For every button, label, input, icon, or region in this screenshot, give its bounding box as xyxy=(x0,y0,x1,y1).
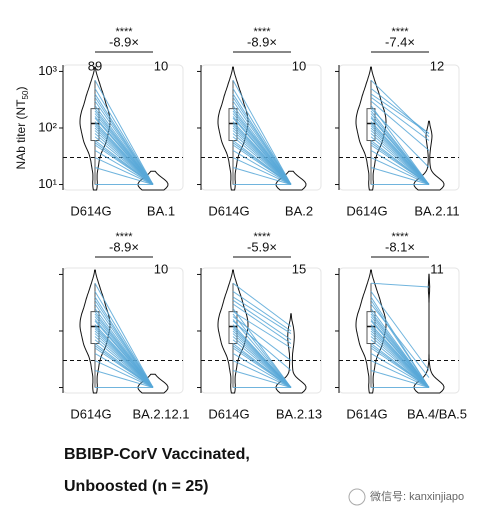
significance: **** xyxy=(253,26,271,38)
fold-change: -8.9× xyxy=(109,34,139,49)
pair-line xyxy=(370,167,430,186)
pair-line xyxy=(232,282,292,327)
pair-line xyxy=(370,157,430,185)
pair-line xyxy=(94,360,154,388)
pair-line xyxy=(370,88,430,134)
x-tick-label: BA.2.13 xyxy=(276,406,322,421)
significance: **** xyxy=(253,231,271,243)
x-tick-label: D614G xyxy=(208,406,249,421)
pair-line xyxy=(232,320,292,371)
pair-line xyxy=(232,311,292,349)
pair-line xyxy=(94,79,154,185)
significance: **** xyxy=(115,231,133,243)
watermark-icon xyxy=(348,488,366,506)
pair-line xyxy=(232,167,292,186)
pair-line xyxy=(370,100,430,151)
violin xyxy=(137,170,169,191)
pair-line xyxy=(370,150,430,185)
pair-line xyxy=(370,110,430,185)
y-tick-label: 10² xyxy=(38,119,57,134)
pair-line xyxy=(232,299,292,341)
pair-line xyxy=(94,353,154,388)
pair-line xyxy=(94,157,154,185)
footer-line: BBIBP-CorV Vaccinated, xyxy=(64,446,250,463)
x-tick-label: D614G xyxy=(70,406,111,421)
watermark: 微信号: kanxinjiapo xyxy=(370,489,464,503)
pair-line xyxy=(232,319,292,388)
fold-change: -8.9× xyxy=(109,239,139,254)
y-tick-label: 10³ xyxy=(38,63,57,78)
violin xyxy=(275,170,307,191)
pair-line xyxy=(370,370,430,389)
pair-line xyxy=(232,316,292,361)
pair-line xyxy=(94,291,154,388)
gmt-label: 10 xyxy=(154,261,168,276)
pair-line xyxy=(232,313,292,388)
pair-line xyxy=(370,308,430,388)
pair-line xyxy=(370,291,430,371)
pair-line xyxy=(94,150,154,185)
pair-line xyxy=(370,96,430,141)
fold-change: -7.4× xyxy=(385,34,415,49)
pair-line xyxy=(94,88,154,185)
violin xyxy=(413,120,445,191)
significance: **** xyxy=(391,26,409,38)
pair-line xyxy=(232,324,292,388)
gmt-label: 10 xyxy=(154,58,168,73)
pair-line xyxy=(232,79,292,185)
pair-line xyxy=(232,353,292,388)
gmt-label: 89 xyxy=(88,58,102,73)
x-tick-label: D614G xyxy=(346,203,387,218)
violin xyxy=(413,273,445,394)
x-tick-label: D614G xyxy=(346,406,387,421)
pair-line xyxy=(370,282,430,288)
y-label-text: NAb titer (NT xyxy=(14,99,28,170)
significance: **** xyxy=(391,231,409,243)
pair-line xyxy=(94,282,154,388)
pair-line xyxy=(232,303,292,344)
fold-change: -5.9× xyxy=(247,239,277,254)
pair-line xyxy=(370,296,430,388)
pair-line xyxy=(232,296,292,334)
pair-line xyxy=(94,370,154,389)
gmt-label: 12 xyxy=(430,58,444,73)
x-tick-label: BA.2.11 xyxy=(414,203,459,218)
pair-line xyxy=(232,291,292,332)
violin xyxy=(275,313,307,394)
violin xyxy=(137,373,169,394)
pair-line xyxy=(232,88,292,185)
pair-line xyxy=(232,308,292,388)
pair-line xyxy=(370,79,430,138)
fold-change: -8.9× xyxy=(247,34,277,49)
pair-line xyxy=(370,353,430,388)
x-tick-label: D614G xyxy=(208,203,249,218)
x-tick-label: D614G xyxy=(70,203,111,218)
y-label: NAb titer (NT50) xyxy=(14,87,30,170)
pair-line xyxy=(370,105,430,185)
pair-line xyxy=(232,150,292,185)
x-tick-label: BA.2 xyxy=(285,203,313,218)
gmt-label: 15 xyxy=(292,261,306,276)
pair-line xyxy=(370,360,430,388)
x-tick-label: BA.2.12.1 xyxy=(132,406,189,421)
y-tick-label: 10¹ xyxy=(38,176,57,191)
pair-line xyxy=(232,360,292,388)
y-label-end: ) xyxy=(14,87,28,91)
gmt-label: 10 xyxy=(292,58,306,73)
pair-line xyxy=(232,157,292,185)
footer-line: Unboosted (n = 25) xyxy=(64,478,208,495)
pair-line xyxy=(94,167,154,186)
x-tick-label: BA.4/BA.5 xyxy=(407,406,467,421)
y-label-sub: 50 xyxy=(21,90,30,99)
pair-line xyxy=(370,303,430,378)
gmt-label: 11 xyxy=(430,261,444,276)
pair-line xyxy=(232,370,292,389)
significance: **** xyxy=(115,26,133,38)
x-tick-label: BA.1 xyxy=(147,203,175,218)
fold-change: -8.1× xyxy=(385,239,415,254)
